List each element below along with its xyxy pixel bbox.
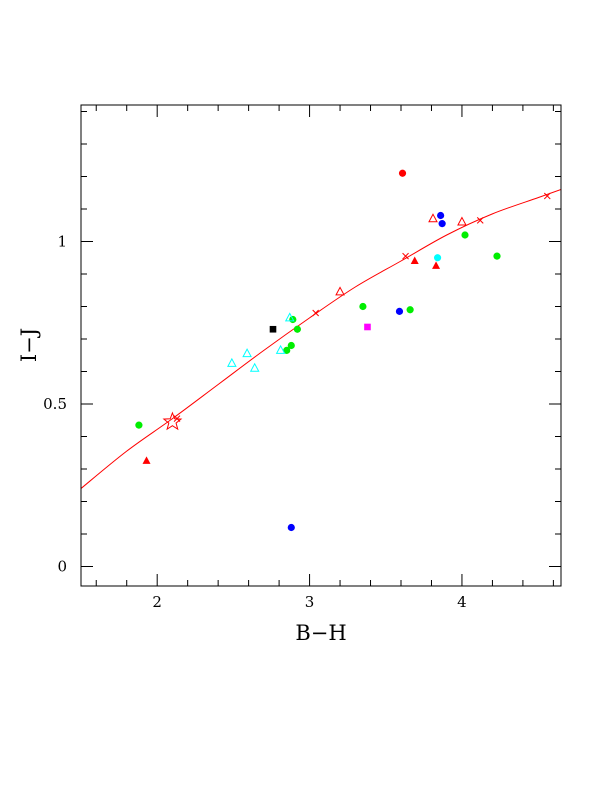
data-point-star [162, 411, 183, 431]
data-point-circle [406, 306, 414, 314]
data-point-circle [493, 252, 501, 260]
data-point-open-triangle [249, 362, 260, 372]
data-point-open-triangle [275, 344, 286, 354]
data-point-circle [283, 346, 291, 354]
cross-stroke [543, 192, 551, 200]
cross-stroke [312, 309, 320, 317]
fit-curve [81, 189, 561, 489]
data-point-circle [135, 421, 143, 429]
fit-curve-layer [81, 189, 561, 489]
x-tick-label: 3 [305, 593, 315, 611]
data-point-filled-triangle [142, 456, 151, 464]
y-axis-title: I−J [17, 328, 41, 362]
data-points-layer [135, 169, 501, 532]
data-point-square [269, 325, 277, 333]
data-point-circle [437, 211, 445, 220]
data-point-open-triangle [428, 213, 438, 223]
data-point-open-triangle [284, 312, 295, 322]
data-point-circle [287, 341, 295, 350]
data-point-square [364, 323, 371, 331]
data-point-open-triangle [242, 348, 252, 358]
data-point-circle [395, 307, 404, 315]
cross-stroke [476, 217, 484, 224]
data-point-circle [398, 169, 407, 177]
plot-frame [80, 104, 562, 587]
data-point-open-triangle [227, 357, 237, 367]
data-point-filled-triangle [410, 256, 419, 264]
data-point-open-triangle [335, 286, 345, 296]
curve-cross-marker [476, 217, 484, 224]
curve-cross-marker [543, 192, 551, 200]
x-tick-label: 4 [457, 593, 467, 611]
data-point-circle [438, 220, 446, 228]
x-tick-label: 2 [152, 593, 162, 611]
curve-cross-marker [312, 309, 320, 317]
data-point-filled-triangle [432, 261, 441, 269]
data-point-circle [287, 523, 295, 532]
curve-cross-marker [402, 252, 409, 260]
x-axis-title: B−H [295, 621, 346, 645]
y-tick-label: 1 [57, 233, 67, 251]
y-tick-label: 0.5 [43, 395, 67, 413]
data-point-circle [293, 325, 301, 333]
axes-frame: 2 3 4 0 0.5 1 [43, 104, 562, 611]
data-point-circle [359, 302, 367, 311]
data-point-open-triangle [457, 216, 467, 226]
data-point-circle [461, 231, 469, 239]
cross-stroke [402, 252, 409, 260]
data-point-circle [433, 254, 442, 262]
y-tick-label: 0 [57, 558, 67, 576]
